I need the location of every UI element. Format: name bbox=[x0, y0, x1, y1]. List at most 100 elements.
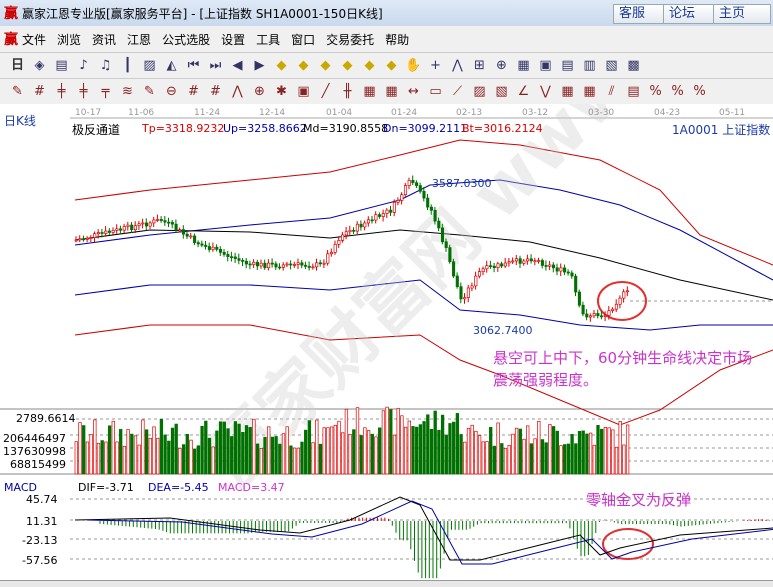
drawing-tool-icon[interactable]: ✎ bbox=[144, 84, 155, 99]
drawing-tool-icon[interactable]: ▨ bbox=[473, 84, 486, 99]
candle-body bbox=[189, 235, 193, 238]
drawing-tool-icon[interactable]: ▦ bbox=[583, 84, 596, 99]
drawing-tool-icon[interactable]: ╪ bbox=[79, 84, 88, 99]
drawing-tool-icon[interactable]: ▦ bbox=[363, 84, 376, 99]
drawing-tool-icon[interactable]: # bbox=[34, 84, 45, 99]
drawing-tool-icon[interactable]: ⊕ bbox=[254, 84, 265, 99]
forum-button[interactable]: 论坛 bbox=[663, 4, 721, 24]
drawing-tool-icon[interactable]: % bbox=[671, 84, 684, 99]
toolbar-icon[interactable]: ✋ bbox=[405, 58, 422, 73]
menu-trade[interactable]: 交易委托 bbox=[326, 32, 375, 47]
drawing-tool-icon[interactable]: ✱ bbox=[276, 84, 287, 99]
candle-body bbox=[607, 310, 611, 316]
volume-bar bbox=[156, 437, 160, 475]
drawing-tool-icon[interactable]: ⋁ bbox=[540, 84, 551, 99]
menu-window[interactable]: 窗口 bbox=[291, 32, 316, 47]
toolbar-icon[interactable]: ◆ bbox=[298, 58, 309, 73]
toolbar-icon[interactable]: ▥ bbox=[583, 58, 596, 73]
toolbar-icon[interactable]: ▨ bbox=[143, 58, 156, 73]
service-button[interactable]: 客服 bbox=[613, 4, 671, 24]
drawing-tool-icon[interactable]: ▧ bbox=[495, 84, 508, 99]
toolbar-icon[interactable]: ▧ bbox=[605, 58, 618, 73]
toolbar-icon[interactable]: ◆ bbox=[276, 58, 287, 73]
app-logo: 赢 bbox=[4, 6, 18, 22]
menu-gann[interactable]: 江恩 bbox=[127, 32, 152, 47]
menu-settings[interactable]: 设置 bbox=[221, 32, 246, 47]
drawing-tool-icon[interactable]: ╫ bbox=[343, 84, 352, 99]
volume-bar bbox=[152, 426, 156, 475]
toolbar-icon[interactable]: ⏮ bbox=[187, 58, 200, 73]
toolbar-icon[interactable]: ◆ bbox=[386, 58, 397, 73]
toolbar-icon[interactable]: ▶ bbox=[254, 58, 265, 73]
toolbar-icon[interactable]: ♪ bbox=[79, 58, 88, 73]
toolbar-icon[interactable]: ◆ bbox=[342, 58, 353, 73]
volume-bar bbox=[555, 430, 559, 475]
candle-body bbox=[481, 268, 485, 272]
menu-formula[interactable]: 公式选股 bbox=[162, 32, 211, 47]
homepage-button[interactable]: 主页 bbox=[713, 4, 771, 24]
candle-body bbox=[344, 231, 348, 236]
drawing-tool-icon[interactable]: % bbox=[693, 84, 706, 99]
toolbar-icon[interactable]: ▤ bbox=[561, 58, 574, 73]
band-bottom bbox=[74, 324, 773, 426]
toolbar-icon[interactable]: ┃ bbox=[123, 58, 132, 73]
drawing-tool-icon[interactable]: ▣ bbox=[297, 84, 310, 99]
drawing-tool-icon[interactable]: ⫽ bbox=[608, 84, 615, 99]
toolbar-icon[interactable]: ◆ bbox=[320, 58, 331, 73]
menu-browse[interactable]: 浏览 bbox=[57, 32, 82, 47]
drawing-tool-icon[interactable]: ⊖ bbox=[166, 84, 177, 99]
drawing-tool-icon[interactable]: ╱ bbox=[321, 84, 330, 99]
volume-bar bbox=[237, 423, 241, 475]
volume-bar bbox=[588, 432, 593, 475]
menu-help[interactable]: 帮助 bbox=[385, 32, 410, 47]
drawing-tool-icon[interactable]: ╤ bbox=[101, 84, 110, 99]
toolbar-icon[interactable]: ▩ bbox=[627, 58, 640, 73]
drawing-tool-icon[interactable]: ▦ bbox=[385, 84, 398, 99]
toolbar-icon[interactable]: ♫ bbox=[99, 58, 112, 73]
toolbar-icon[interactable]: + bbox=[430, 58, 441, 73]
menu-tools[interactable]: 工具 bbox=[256, 32, 281, 47]
drawing-tool-icon[interactable]: ▤ bbox=[627, 84, 640, 99]
macd-annotation: 零轴金叉为反弹 bbox=[586, 491, 692, 509]
drawing-tool-icon[interactable]: ∠ bbox=[517, 84, 530, 99]
toolbar-icon[interactable]: ▦ bbox=[517, 58, 530, 73]
drawing-tool-icon[interactable]: # bbox=[210, 84, 221, 99]
drawing-tool-icon[interactable]: % bbox=[649, 84, 662, 99]
toolbar-icon[interactable]: ◆ bbox=[364, 58, 375, 73]
toolbar-icon[interactable]: ⋀ bbox=[452, 58, 463, 73]
volume-bar bbox=[548, 424, 552, 475]
candle-body bbox=[455, 275, 459, 288]
macd-axis-2: -23.13 bbox=[22, 534, 58, 547]
toolbar-icon[interactable]: ◈ bbox=[34, 58, 45, 73]
drawing-tool-icon[interactable]: ↔ bbox=[408, 84, 419, 99]
candle-body bbox=[104, 230, 108, 234]
drawing-tool-icon[interactable]: ╪ bbox=[57, 84, 66, 99]
volume-bar bbox=[267, 426, 271, 475]
drawing-tool-icon[interactable]: # bbox=[188, 84, 199, 99]
drawing-tool-icon[interactable]: ▭ bbox=[429, 84, 442, 99]
toolbar-icon[interactable]: ▤ bbox=[55, 58, 68, 73]
toolbar-icon[interactable]: ◭ bbox=[166, 58, 177, 73]
toolbar-icon[interactable]: ▣ bbox=[539, 58, 552, 73]
volume-bar bbox=[337, 420, 341, 475]
volume-bar bbox=[574, 443, 578, 475]
drawing-tool-icon[interactable]: ≋ bbox=[122, 84, 133, 99]
toolbar-icon[interactable]: ⊕ bbox=[496, 58, 507, 73]
toolbar-icon[interactable]: ⊞ bbox=[474, 58, 485, 73]
toolbar-icon[interactable]: ◀ bbox=[232, 58, 243, 73]
drawing-tool-icon[interactable]: ⋀ bbox=[232, 84, 243, 99]
period-select[interactable]: 日 bbox=[10, 58, 24, 73]
candle-body bbox=[511, 260, 515, 263]
drawing-tool-icon[interactable]: ▦ bbox=[561, 84, 574, 99]
drawing-tool-icon[interactable]: ⟋ bbox=[452, 84, 463, 99]
watermark: 赢家财富网 www.yingjia360.com bbox=[190, 104, 773, 500]
drawing-tool-icon[interactable]: ✎ bbox=[12, 84, 23, 99]
volume-bar bbox=[248, 426, 252, 475]
menu-info[interactable]: 资讯 bbox=[92, 32, 117, 47]
menu-file[interactable]: 文件 bbox=[22, 32, 47, 47]
toolbar-icon[interactable]: ⏭ bbox=[209, 58, 222, 73]
candle-body bbox=[107, 230, 112, 233]
candle-body bbox=[596, 313, 600, 317]
